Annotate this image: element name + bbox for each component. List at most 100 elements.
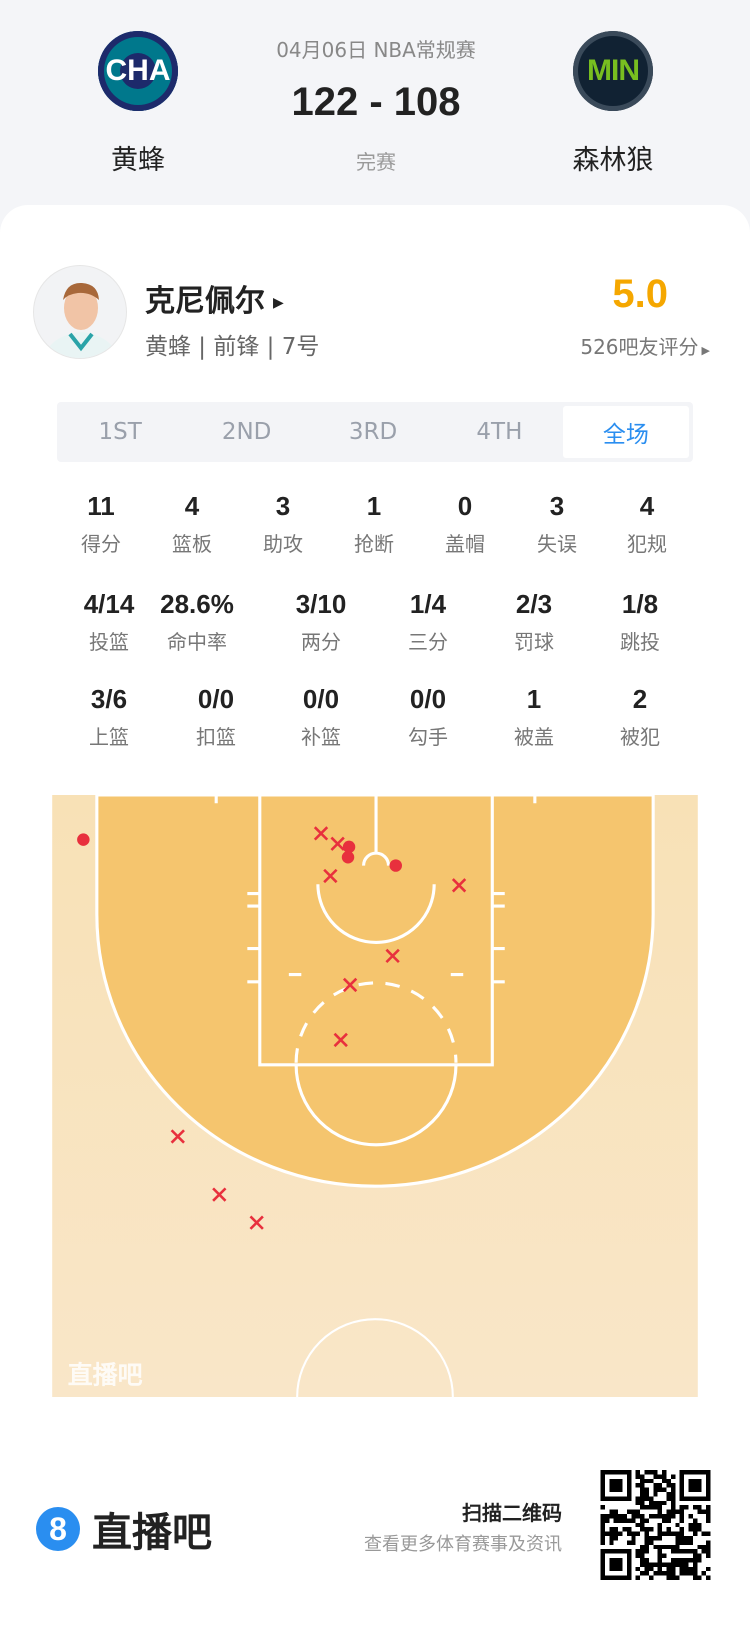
- missed-shot-marker: [170, 1129, 185, 1144]
- missed-shot-marker: [212, 1187, 227, 1202]
- stat-label: 抢断: [354, 532, 394, 556]
- eight-logo-icon: 8: [36, 1507, 80, 1551]
- period-tabs: 1ST 2ND 3RD 4TH 全场: [57, 402, 693, 462]
- triangle-right-icon: ▶: [701, 344, 710, 357]
- stat-扣篮: 0/0 扣篮: [161, 684, 271, 750]
- watermark-logo: 直播吧: [68, 1361, 143, 1390]
- stat-犯规: 4 犯规: [592, 491, 702, 557]
- player-info: 黄蜂 | 前锋 | 7号: [145, 334, 320, 360]
- stat-label: 两分: [301, 630, 341, 654]
- stat-value: 4: [184, 491, 200, 521]
- stat-label: 得分: [81, 532, 121, 556]
- stat-value: 3/10: [295, 589, 347, 619]
- stat-label: 三分: [408, 630, 448, 654]
- away-team-name[interactable]: 森林狼: [572, 145, 654, 176]
- missed-shot-marker: [323, 868, 338, 884]
- match-status: 完赛: [356, 150, 396, 174]
- made-shot-marker: [341, 851, 355, 864]
- stat-label: 跳投: [620, 630, 660, 654]
- three-point-area: [95, 795, 655, 1188]
- cha-team-logo[interactable]: CHA: [98, 31, 178, 111]
- zhibo8-brand-logo: 8 直播吧: [36, 1500, 212, 1558]
- stat-value: 1/4: [409, 589, 447, 619]
- stat-得分: 11 得分: [46, 491, 156, 557]
- min-team-logo[interactable]: MIN: [573, 31, 653, 111]
- stat-value: 3: [275, 491, 291, 521]
- made-shot-marker: [77, 833, 90, 846]
- shot-chart: 直播吧: [52, 795, 698, 1397]
- stat-投篮: 4/14 投篮: [54, 589, 164, 655]
- stat-value: 0/0: [302, 684, 340, 714]
- missed-shot-marker: [330, 836, 345, 851]
- stat-value: 1: [366, 491, 382, 521]
- stat-命中率: 28.6% 命中率: [142, 589, 252, 655]
- player-avatar[interactable]: [33, 265, 127, 359]
- stat-value: 2/3: [515, 589, 553, 619]
- stat-value: 1: [526, 684, 542, 714]
- stat-抢断: 1 抢断: [319, 491, 429, 557]
- stat-value: 1/8: [621, 589, 659, 619]
- stat-label: 盖帽: [445, 532, 485, 556]
- stat-被盖: 1 被盖: [479, 684, 589, 750]
- stat-label: 助攻: [263, 532, 303, 556]
- stat-助攻: 3 助攻: [228, 491, 338, 557]
- stat-value: 28.6%: [160, 589, 234, 619]
- stat-value: 0/0: [197, 684, 235, 714]
- stat-value: 4/14: [83, 589, 135, 619]
- missed-shot-marker: [333, 1032, 348, 1048]
- stat-失误: 3 失误: [502, 491, 612, 557]
- rating-count-link[interactable]: 526吧友评分 ▶: [580, 335, 710, 359]
- player-name-link[interactable]: 克尼佩尔 ▶: [145, 284, 284, 319]
- tab-1st[interactable]: 1ST: [98, 419, 142, 445]
- stat-篮板: 4 篮板: [137, 491, 247, 557]
- stat-上篮: 3/6 上篮: [54, 684, 164, 750]
- stat-value: 3: [549, 491, 565, 521]
- stat-被犯: 2 被犯: [585, 684, 695, 750]
- stat-跳投: 1/8 跳投: [585, 589, 695, 655]
- stat-补篮: 0/0 补篮: [266, 684, 376, 750]
- match-score: 122 - 108: [291, 80, 461, 124]
- made-shot-marker: [389, 859, 402, 872]
- court-lines: [214, 795, 537, 1397]
- home-team-name[interactable]: 黄蜂: [111, 145, 165, 176]
- stat-label: 投篮: [89, 630, 129, 654]
- stat-value: 0/0: [409, 684, 447, 714]
- made-shot-marker: [342, 840, 356, 854]
- stat-value: 2: [632, 684, 648, 714]
- stat-label: 命中率: [167, 630, 227, 654]
- scan-title: 扫描二维码: [462, 1501, 562, 1525]
- stat-value: 11: [87, 491, 115, 521]
- player-rating: 5.0: [612, 272, 668, 316]
- stat-label: 失误: [537, 532, 577, 556]
- stat-label: 罚球: [514, 630, 554, 654]
- match-date-league: 04月06日 NBA常规赛: [276, 38, 476, 62]
- missed-shot-marker: [342, 977, 358, 993]
- tab-全场[interactable]: 全场: [562, 406, 690, 458]
- stat-label: 篮板: [172, 532, 212, 556]
- stat-label: 补篮: [301, 725, 341, 749]
- stat-value: 4: [639, 491, 655, 521]
- triangle-right-icon: ▶: [273, 294, 284, 311]
- stat-label: 被盖: [514, 725, 554, 749]
- missed-shot-marker: [249, 1215, 264, 1230]
- stat-两分: 3/10 两分: [266, 589, 376, 655]
- missed-shot-marker: [313, 826, 329, 841]
- stat-value: 0: [457, 491, 473, 521]
- missed-shot-marker: [385, 948, 400, 964]
- stat-label: 被犯: [620, 725, 660, 749]
- scan-subtitle: 查看更多体育赛事及资讯: [364, 1534, 562, 1555]
- stat-勾手: 0/0 勾手: [373, 684, 483, 750]
- missed-shot-marker: [451, 878, 467, 893]
- stat-value: 3/6: [90, 684, 128, 714]
- stat-罚球: 2/3 罚球: [479, 589, 589, 655]
- stat-label: 扣篮: [196, 725, 236, 749]
- stat-盖帽: 0 盖帽: [410, 491, 520, 557]
- stat-三分: 1/4 三分: [373, 589, 483, 655]
- stat-label: 勾手: [408, 725, 448, 749]
- tab-3rd[interactable]: 3RD: [348, 419, 398, 445]
- stat-label: 犯规: [627, 532, 667, 556]
- stat-label: 上篮: [89, 725, 129, 749]
- qr-code[interactable]: [600, 1470, 711, 1580]
- tab-2nd[interactable]: 2ND: [221, 419, 272, 445]
- tab-4th[interactable]: 4TH: [476, 419, 523, 445]
